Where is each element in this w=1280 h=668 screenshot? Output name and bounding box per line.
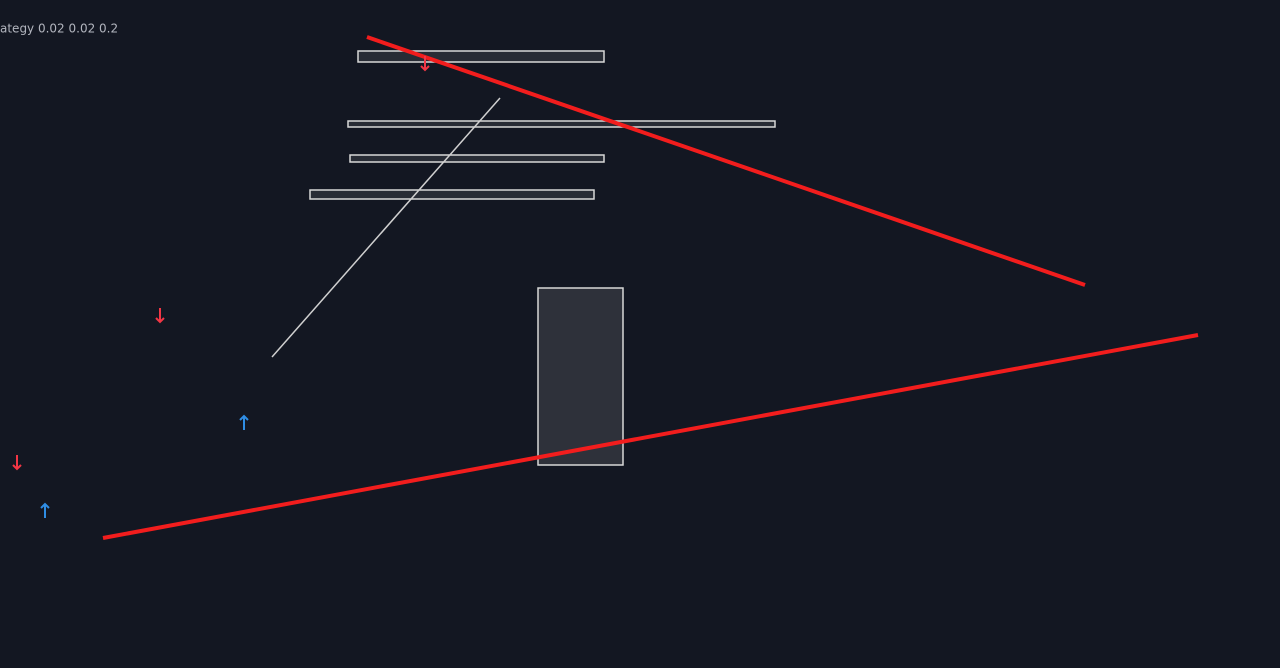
signal-arrows [12, 56, 430, 518]
zone-box [347, 120, 776, 128]
sell-arrow [12, 455, 22, 471]
trend-line [271, 97, 501, 358]
drawings [102, 35, 1199, 540]
zone-box [537, 287, 624, 466]
indicator-legend: ategy 0.02 0.02 0.2 [0, 22, 118, 36]
buy-arrow [239, 414, 249, 430]
trend-line [102, 333, 1199, 540]
sell-arrow [155, 308, 165, 324]
zone-box [357, 50, 605, 63]
buy-arrow [40, 502, 50, 518]
trend-line [366, 35, 1086, 287]
strategy-label: ategy 0.02 0.02 0.2 [0, 22, 118, 36]
price-axis [1213, 0, 1280, 668]
zone-box [349, 154, 605, 163]
sell-arrow [420, 56, 430, 72]
zone-box [309, 189, 595, 200]
